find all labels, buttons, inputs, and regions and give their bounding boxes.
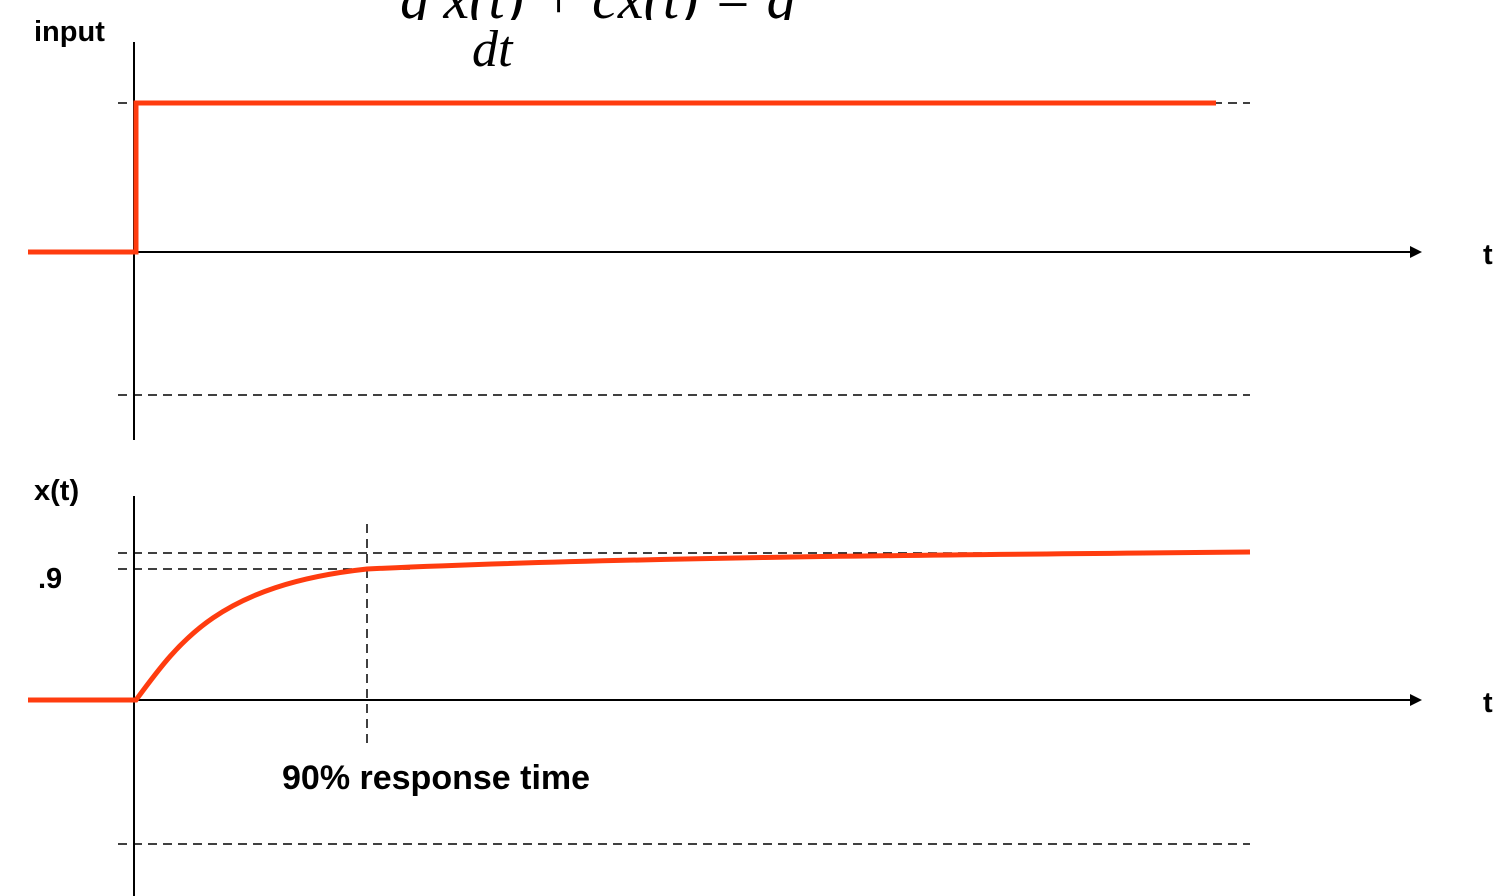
ninety-percent-tick-label: .9	[38, 563, 62, 595]
response-axis-label: x(t)	[34, 475, 79, 507]
input-t-axis-arrowhead	[1410, 246, 1422, 258]
input-axis-label: input	[34, 16, 105, 48]
response-t-axis-arrowhead	[1410, 694, 1422, 706]
input-step-signal	[28, 100, 1216, 255]
response-curve	[28, 549, 1251, 703]
input-t-label: t	[1483, 239, 1493, 271]
response-time-annotation: 90% response time	[282, 759, 590, 797]
input-plot: input t	[28, 16, 1493, 440]
response-plot: x(t) .9 t 90% response time	[28, 475, 1493, 896]
equation-cutoff: g x(t) + cx(t) = g	[400, 0, 796, 31]
equation-numerator: g x(t) + cx(t) = g	[400, 0, 796, 31]
response-t-label: t	[1483, 687, 1493, 719]
equation-denominator: dt	[472, 21, 514, 78]
